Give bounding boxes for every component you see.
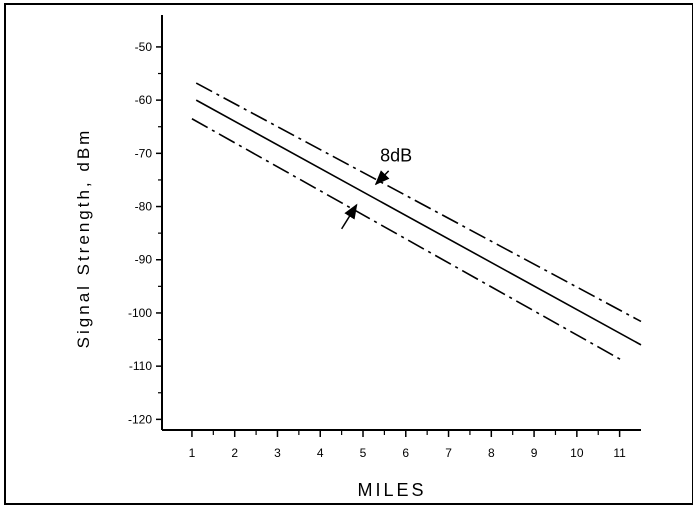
x-axis-title: MILES: [357, 480, 426, 500]
series-line-dashdot: [191, 118, 625, 363]
x-tick-label: 11: [613, 446, 626, 460]
y-tick-label: -120: [128, 412, 152, 426]
series-line-dashdot: [195, 82, 642, 323]
y-tick-label: -110: [129, 359, 152, 373]
y-tick-label: -80: [135, 200, 153, 214]
y-tick-label: -60: [135, 93, 153, 107]
y-tick-label: -50: [135, 40, 153, 54]
x-tick-label: 1: [189, 446, 196, 460]
series-line-solid: [195, 99, 642, 346]
y-tick-label: -90: [135, 253, 153, 267]
x-tick-label: 7: [445, 446, 452, 460]
x-tick-label: 5: [360, 446, 367, 460]
annotation-label: 8dB: [380, 145, 412, 165]
y-tick-label: -100: [128, 306, 152, 320]
x-tick-label: 9: [531, 446, 538, 460]
signal-strength-chart: -50 -60 -70 -80 -90 -100 -110 -120 1 2 3 4 5 6 7 8 9 10 11…: [74, 15, 642, 500]
y-tick-label: -70: [135, 146, 153, 160]
x-tick-label: 4: [317, 446, 324, 460]
y-axis-title: Signal Strength, dBm: [74, 128, 93, 349]
annotation-arrow: [374, 170, 390, 186]
x-tick-label: 2: [231, 446, 238, 460]
chart-frame: -50 -60 -70 -80 -90 -100 -110 -120 1 2 3 4 5 6 7 8 9 10 11…: [4, 3, 693, 505]
x-tick-label: 6: [402, 446, 409, 460]
x-tick-label: 8: [488, 446, 495, 460]
annotation-arrow: [340, 203, 358, 230]
x-tick-label: 10: [570, 446, 584, 460]
x-tick-label: 3: [274, 446, 281, 460]
